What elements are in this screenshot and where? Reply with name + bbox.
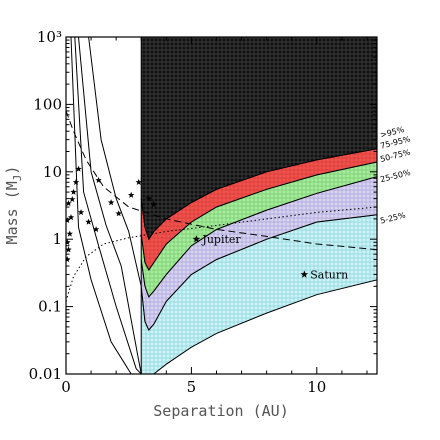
- x-tick-label: 10: [307, 378, 326, 396]
- dotted-curve: [66, 206, 377, 302]
- ticks-layer: 0 5 10 0.01 0.1 1 10 100 10³: [29, 28, 377, 396]
- jupiter-label: Jupiter: [201, 233, 241, 246]
- y-tick-label: 0.01: [29, 365, 62, 383]
- contours-layer: [70, 37, 142, 374]
- band-95: [140, 37, 377, 241]
- exoplanet-star-marker: [69, 196, 76, 203]
- exoplanet-star-marker: [128, 191, 135, 198]
- y-axis-title-main: Mass (M: [3, 181, 21, 244]
- band-labels-layer: 5-25%25-50%50-75%75-95%>95%: [379, 125, 412, 226]
- exoplanet-star-marker: [75, 165, 82, 172]
- y-tick-label: 1: [52, 230, 62, 248]
- contour-line-3: [74, 37, 142, 374]
- exoplanet-star-marker: [107, 199, 115, 206]
- band-label-50-75: 50-75%: [379, 148, 411, 164]
- contour-line-1: [88, 37, 142, 287]
- contour-line-4: [70, 37, 139, 374]
- x-tick-label: 5: [187, 378, 197, 396]
- band-label-5-25: 5-25%: [379, 211, 407, 226]
- exoplanet-star-marker: [67, 214, 75, 221]
- exoplanet-star-marker: [150, 200, 157, 207]
- exoplanet-star-marker: [70, 188, 77, 195]
- exoplanet-star-marker: [66, 230, 73, 237]
- y-tick-label: 0.1: [38, 298, 62, 316]
- exoplanet-star-marker: [72, 178, 80, 185]
- exoplanet-star-marker: [92, 226, 100, 233]
- exoplanet-star-marker: [145, 195, 152, 202]
- bands-layer: [140, 37, 377, 374]
- exoplanet-star-marker: [95, 176, 102, 183]
- band-label-25-50: 25-50%: [379, 168, 411, 184]
- y-axis-title: Mass (MJ): [3, 166, 24, 245]
- saturn-star-marker: [300, 270, 309, 278]
- exoplanet-star-marker: [135, 178, 142, 185]
- curves-layer: [66, 110, 377, 302]
- exoplanet-star-marker: [66, 200, 72, 207]
- stars-layer: [66, 165, 157, 263]
- y-axis-title-close: ): [3, 166, 21, 175]
- planets-layer: Jupiter Saturn: [192, 233, 348, 281]
- y-axis-title-sub: J: [11, 175, 24, 182]
- y-tick-label: 10: [43, 163, 62, 181]
- x-axis-title: Separation (AU): [153, 402, 288, 420]
- exoplanet-star-marker: [85, 218, 92, 225]
- x-tick-label: 0: [61, 378, 71, 396]
- contour-line-2: [78, 37, 142, 374]
- saturn-label: Saturn: [310, 268, 348, 281]
- exoplanet-star-marker: [77, 209, 85, 216]
- y-tick-label: 10³: [37, 28, 62, 46]
- jupiter-star-marker: [192, 235, 201, 243]
- dashed-curve: [66, 110, 377, 251]
- exoplanet-star-marker: [115, 210, 122, 217]
- y-tick-label: 100: [33, 95, 62, 113]
- plot-frame: [65, 36, 378, 375]
